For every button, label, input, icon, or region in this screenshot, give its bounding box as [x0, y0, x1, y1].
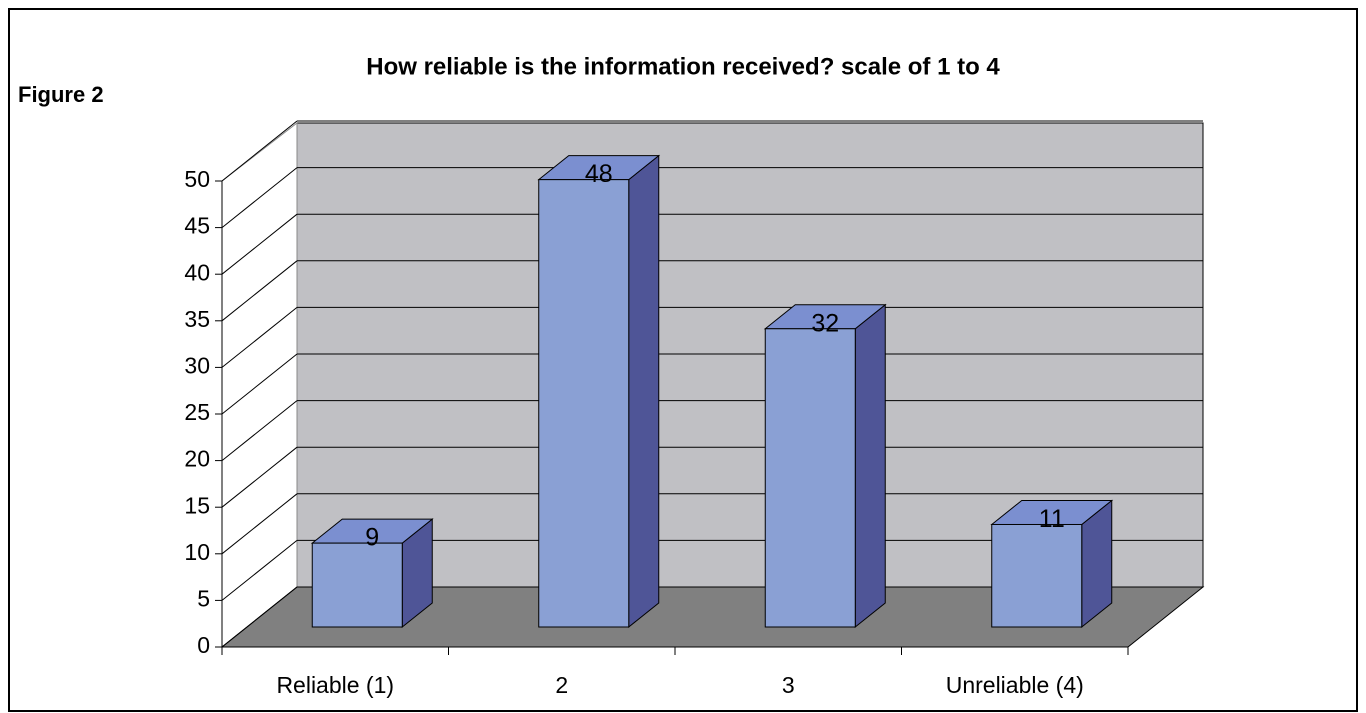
y-tick-label: 50 [184, 166, 210, 192]
grid-line [221, 540, 298, 601]
y-tick-label: 45 [184, 213, 210, 239]
grid-line [221, 213, 298, 275]
grid-line [221, 446, 298, 508]
grid-line [221, 586, 298, 648]
side-wall [221, 121, 298, 649]
x-tick-label: Unreliable (4) [946, 672, 1084, 698]
y-tick-label: 35 [184, 306, 210, 332]
chart-title: How reliable is the information received… [366, 53, 1000, 80]
y-tick-label: 5 [197, 585, 210, 611]
y-tick-label: 30 [184, 352, 210, 378]
bar-side [854, 303, 886, 629]
y-tick-label: 20 [184, 446, 210, 472]
x-tick-label: 2 [555, 672, 568, 698]
grid-line [221, 400, 298, 461]
x-tick-label: Reliable (1) [276, 672, 394, 698]
y-tick-label: 15 [184, 492, 210, 518]
figure-label: Figure 2 [18, 82, 104, 107]
x-tick-label: 3 [782, 672, 795, 698]
walls [220, 121, 1205, 649]
value-label: 48 [585, 160, 613, 188]
grid-line [221, 307, 298, 368]
y-tick-label: 0 [197, 632, 210, 658]
grid-line [221, 167, 298, 228]
bar [764, 328, 856, 628]
bar [311, 542, 403, 628]
bar [991, 523, 1083, 628]
y-tick-label: 10 [184, 539, 210, 565]
y-tick-label: 40 [184, 259, 210, 285]
bar [538, 179, 630, 628]
y-tick-label: 25 [184, 399, 210, 425]
value-label: 9 [365, 524, 379, 552]
bar-side [628, 154, 660, 629]
grid-line [221, 260, 298, 322]
value-label: 32 [811, 309, 839, 337]
grid-line [221, 493, 298, 555]
grid-line [221, 353, 298, 415]
value-label: 11 [1039, 505, 1065, 533]
grid-line [221, 120, 298, 182]
